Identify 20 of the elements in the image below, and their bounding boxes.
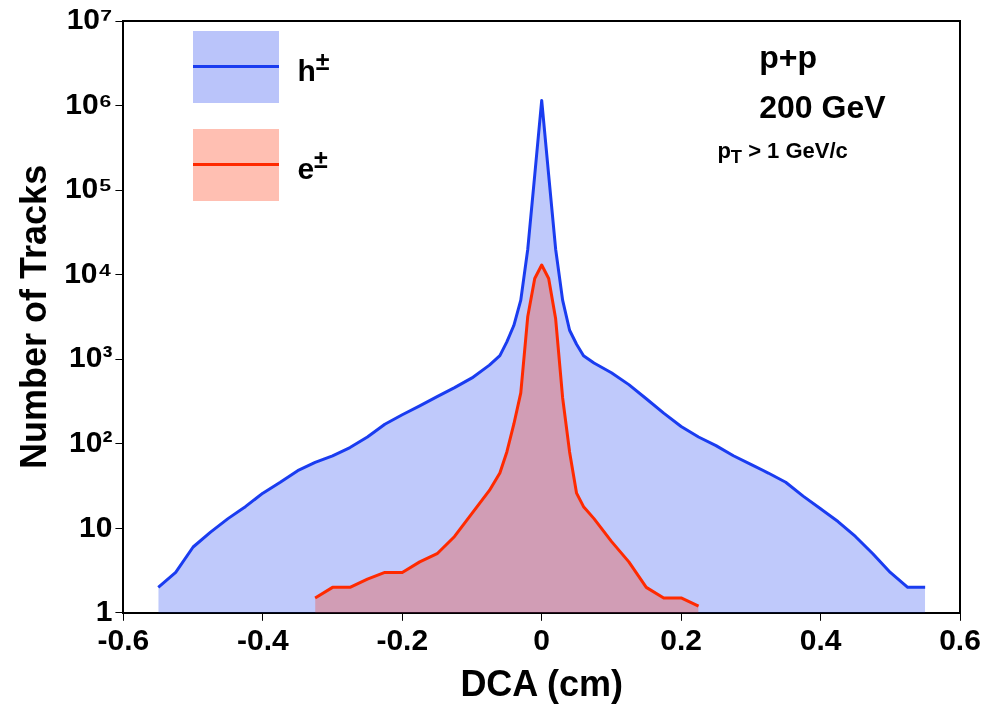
x-tick-label: 0 xyxy=(533,623,551,657)
x-tick-label: -0.4 xyxy=(236,623,289,657)
annotation: p$_{T}$ > 1 GeV/c xyxy=(717,138,848,169)
y-tick-label: 10⁴ xyxy=(64,255,113,289)
y-axis-title: Number of Tracks xyxy=(12,164,54,469)
y-tick-label: 10⁷ xyxy=(66,2,113,36)
x-tick-label: 0.2 xyxy=(660,623,702,657)
annotation: 200 GeV xyxy=(759,88,886,126)
annotation: p+p xyxy=(759,39,817,76)
x-tick-label: 0.6 xyxy=(939,623,981,657)
y-tick-label: 10 xyxy=(79,509,113,543)
legend-label: e$^{±}$ xyxy=(297,144,328,186)
x-axis-title: DCA (cm) xyxy=(460,663,624,705)
x-tick-label: 0.4 xyxy=(799,623,842,657)
y-tick-label: 10² xyxy=(69,424,113,458)
y-tick-label: 10³ xyxy=(69,340,113,374)
y-tick-label: 10⁶ xyxy=(65,86,113,120)
legend-label: h$^{±}$ xyxy=(297,46,330,88)
x-tick-label: -0.2 xyxy=(376,623,429,657)
y-tick-label: 10⁵ xyxy=(64,171,113,205)
